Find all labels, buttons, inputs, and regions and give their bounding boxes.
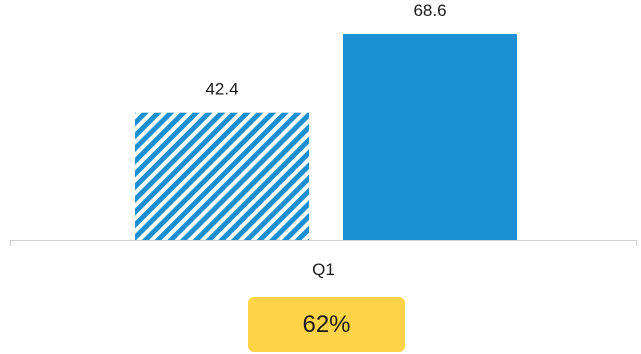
percentage-badge-text: 62% — [302, 310, 351, 338]
bar-value-label-2: 68.6 — [413, 1, 446, 20]
plot-area: 42.4 68.6 Q1 — [10, 1, 637, 279]
x-tick-label: Q1 — [312, 260, 335, 279]
bar-value-label-1: 42.4 — [205, 80, 238, 99]
percentage-badge: 62% — [248, 297, 405, 352]
bar-1 — [135, 112, 309, 240]
bar-2 — [343, 34, 517, 240]
